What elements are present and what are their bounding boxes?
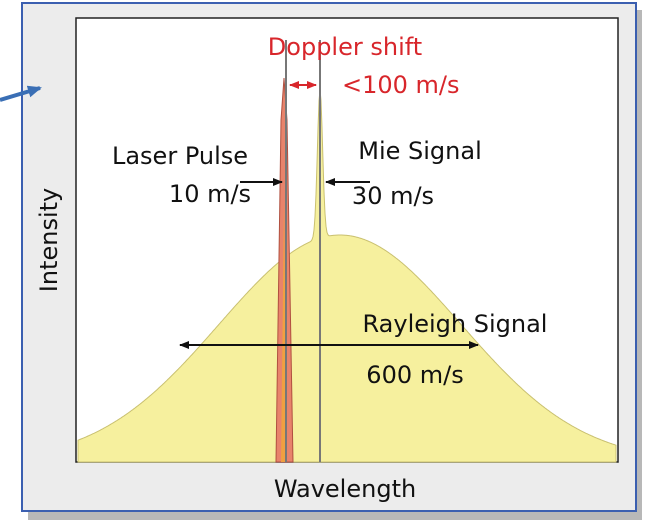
pointer-arrow <box>0 85 42 102</box>
x-axis-label: Wavelength <box>274 475 416 503</box>
doppler-speed: <100 m/s <box>342 71 460 99</box>
laser-speed: 10 m/s <box>169 180 251 208</box>
doppler-label: Doppler shift <box>268 33 422 61</box>
rayleigh-label: Rayleigh Signal <box>363 310 548 338</box>
y-axis-label: Intensity <box>35 188 63 292</box>
rayleigh-speed: 600 m/s <box>366 361 463 389</box>
mie-label: Mie Signal <box>358 137 482 165</box>
rayleigh-curve <box>77 90 617 463</box>
laser-label: Laser Pulse <box>112 142 248 170</box>
mie-speed: 30 m/s <box>352 182 434 210</box>
